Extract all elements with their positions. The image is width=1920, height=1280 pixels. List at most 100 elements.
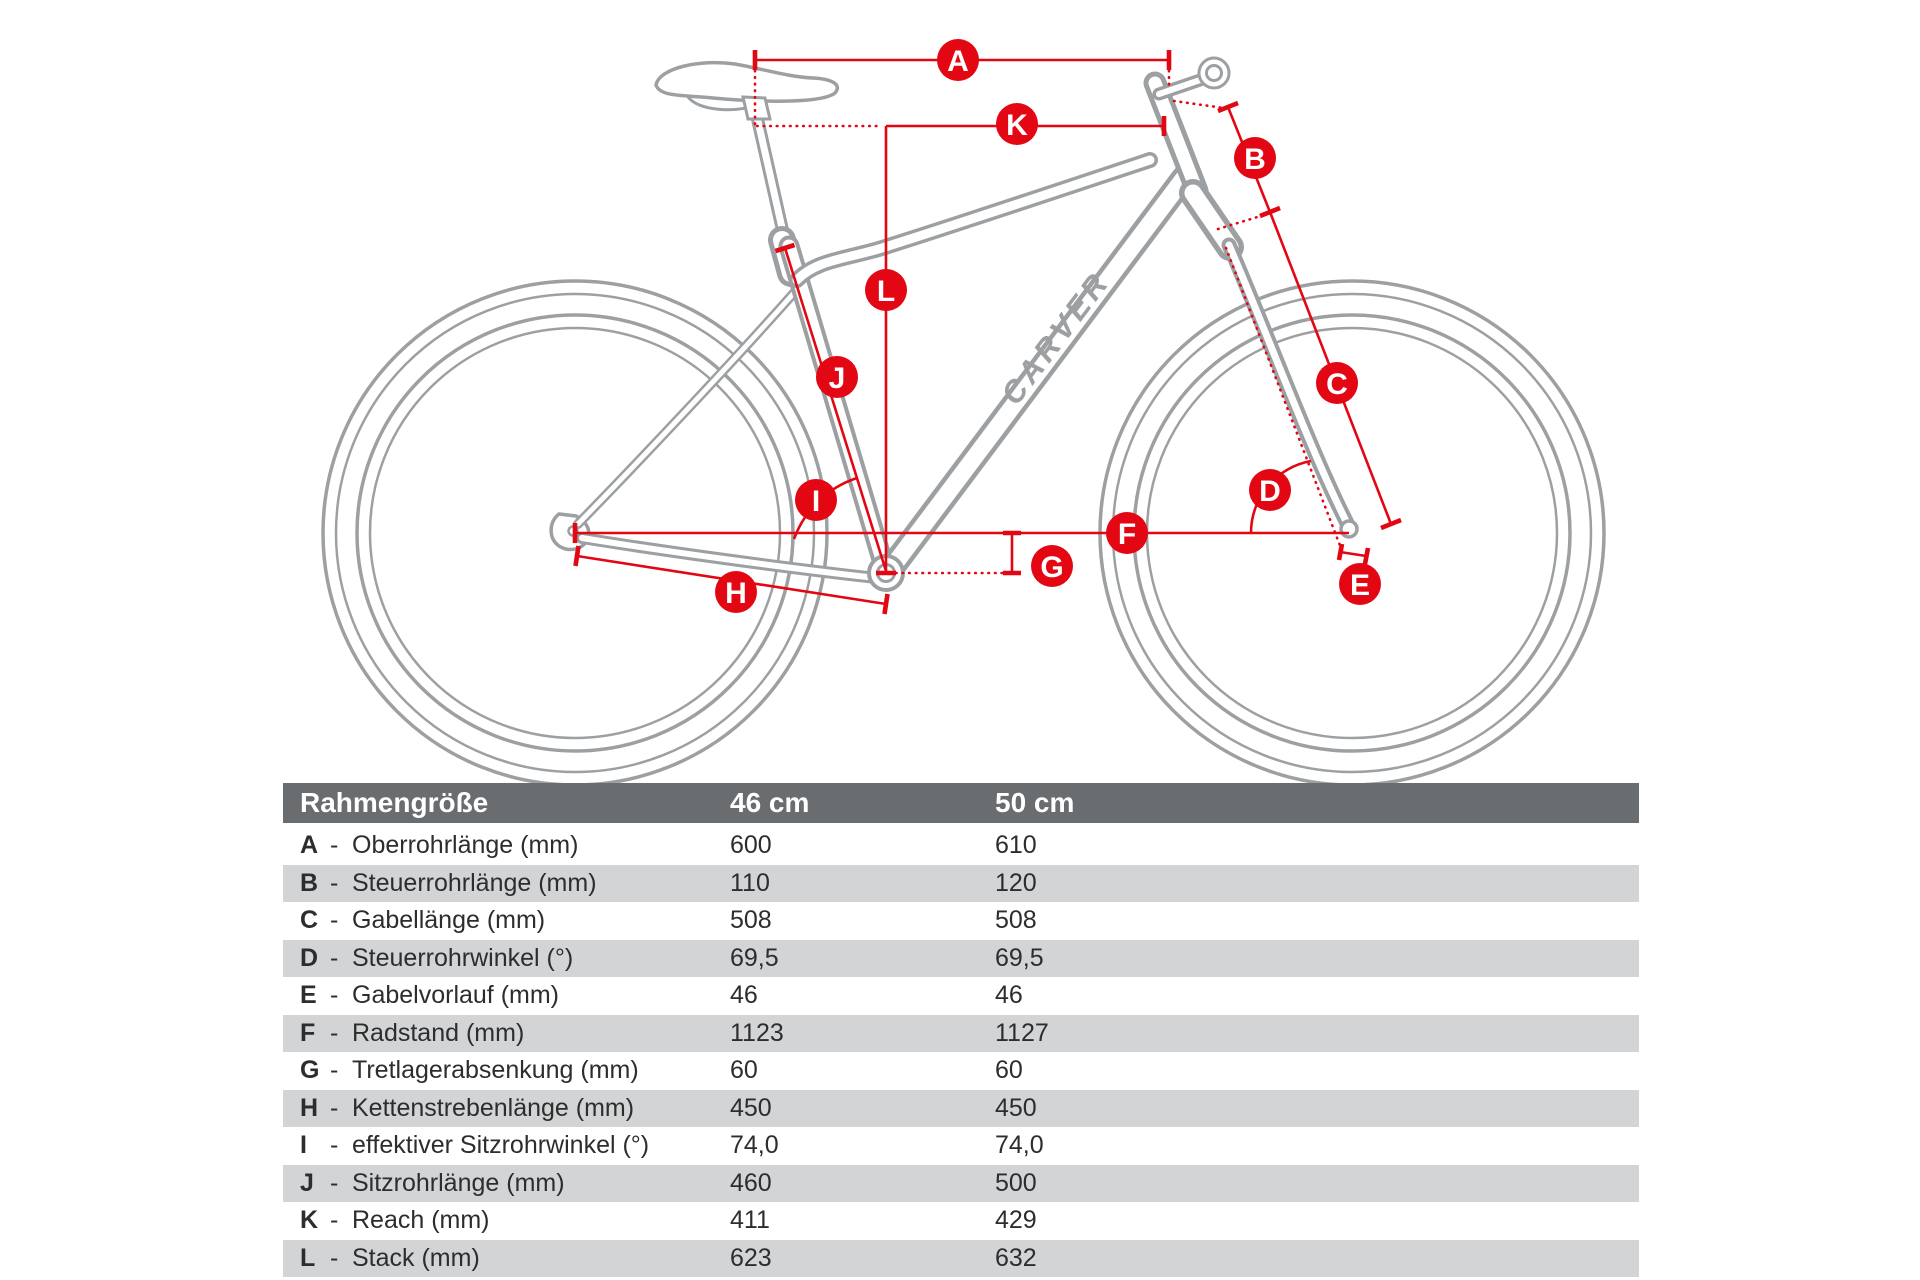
frame-logo: CARVER [994,264,1117,411]
row-dash: - [330,1168,339,1197]
row-name: effektiver Sitzrohrwinkel (°) [352,1131,650,1160]
row-value-50cm: 508 [995,906,1037,935]
row-name: Gabelvorlauf (mm) [352,981,559,1010]
row-value-50cm: 46 [995,981,1023,1010]
handlebar-grip [1197,56,1231,90]
row-letter: G [300,1056,320,1085]
row-value-50cm: 60 [995,1056,1023,1085]
row-dash: - [330,1093,339,1122]
svg-text:F: F [1118,518,1136,551]
row-name: Stack (mm) [352,1243,480,1272]
table-row-f: F - Radstand (mm) 1123 1127 [283,1014,1639,1052]
measure-line-j [783,247,888,572]
table-row-a: A - Oberrohrlänge (mm) 600 610 [283,825,1639,865]
header-rahmengroesse: Rahmengröße [283,783,730,827]
table-row-i: I - effektiver Sitzrohrwinkel (°) 74,0 74,… [283,1127,1639,1165]
row-dash: - [330,1243,339,1272]
svg-text:G: G [1040,551,1063,584]
row-dash: - [330,1018,339,1047]
row-letter: I [300,1131,307,1160]
header-50cm: 50 cm [995,783,1639,827]
row-dash: - [330,831,339,860]
header-46cm: 46 cm [730,783,995,827]
diagram-label-a: A [937,39,979,81]
svg-text:L: L [877,275,895,308]
row-value-50cm: 610 [995,831,1037,860]
diagram-label-k: K [996,103,1038,145]
table-row-l: L - Stack (mm) 623 632 [283,1239,1639,1277]
row-name: Steuerrohrwinkel (°) [352,943,574,972]
row-letter: L [300,1243,316,1272]
table-row-c: C - Gabellänge (mm) 508 508 [283,902,1639,940]
svg-text:C: C [1326,368,1348,401]
svg-text:E: E [1350,569,1370,602]
diagram-label-f: F [1106,512,1148,554]
row-value-46cm: 508 [730,906,772,935]
row-dash: - [330,981,339,1010]
row-name: Tretlagerabsenkung (mm) [352,1056,639,1085]
table-row-k: K - Reach (mm) 411 429 [283,1202,1639,1240]
row-value-46cm: 623 [730,1243,772,1272]
row-letter: B [300,868,319,897]
row-value-46cm: 74,0 [730,1131,779,1160]
diagram-label-l: L [865,269,907,311]
measure-line-e [1339,550,1367,558]
row-letter: K [300,1206,319,1235]
row-dash: - [330,1131,339,1160]
svg-text:D: D [1259,475,1281,508]
table-row-d: D - Steuerrohrwinkel (°) 69,5 69,5 [283,939,1639,977]
saddle-clamp [741,95,772,121]
row-value-46cm: 69,5 [730,943,779,972]
row-value-50cm: 500 [995,1168,1037,1197]
table-header-row: Rahmengröße 46 cm 50 cm [283,783,1639,827]
svg-text:J: J [829,362,846,395]
row-dash: - [330,1056,339,1085]
geometry-table: Rahmengröße 46 cm 50 cm A - Oberrohrlänge … [283,783,1639,1277]
measurement-labels: A B C D E F G H I J [715,39,1381,613]
row-value-46cm: 110 [730,868,770,897]
diagram-label-d: D [1249,469,1291,511]
row-value-50cm: 632 [995,1243,1037,1272]
front-axle [1339,519,1359,539]
row-name: Sitzrohrlänge (mm) [352,1168,565,1197]
row-dash: - [330,943,339,972]
diagram-label-h: H [715,571,757,613]
row-value-46cm: 460 [730,1168,772,1197]
row-name: Kettenstrebenlänge (mm) [352,1093,635,1122]
row-value-50cm: 74,0 [995,1131,1044,1160]
row-letter: E [300,981,317,1010]
row-name: Oberrohrlänge (mm) [352,831,579,860]
row-dash: - [330,1206,339,1235]
row-value-46cm: 600 [730,831,772,860]
row-dash: - [330,868,339,897]
svg-text:B: B [1244,143,1266,176]
row-value-46cm: 46 [730,981,758,1010]
table-row-e: E - Gabelvorlauf (mm) 46 46 [283,977,1639,1015]
row-name: Reach (mm) [352,1206,490,1235]
diagram-label-j: J [816,356,858,398]
table-row-b: B - Steuerrohrlänge (mm) 110 120 [283,864,1639,902]
diagram-label-c: C [1316,362,1358,404]
row-letter: C [300,906,319,935]
row-name: Radstand (mm) [352,1018,525,1047]
row-letter: A [300,831,319,860]
svg-text:A: A [947,45,969,78]
svg-text:I: I [812,485,820,518]
row-value-46cm: 1123 [730,1018,784,1047]
table-row-h: H - Kettenstrebenlänge (mm) 450 450 [283,1089,1639,1127]
row-value-50cm: 1127 [995,1018,1049,1047]
row-letter: F [300,1018,316,1047]
row-value-50cm: 429 [995,1206,1037,1235]
row-value-50cm: 450 [995,1093,1037,1122]
diagram-label-g: G [1031,545,1073,587]
svg-text:K: K [1006,109,1028,142]
row-value-46cm: 411 [730,1206,770,1235]
row-letter: H [300,1093,319,1122]
row-name: Gabellänge (mm) [352,906,546,935]
row-value-46cm: 450 [730,1093,772,1122]
row-value-50cm: 120 [995,868,1037,897]
row-dash: - [330,906,339,935]
saddle [654,60,840,103]
